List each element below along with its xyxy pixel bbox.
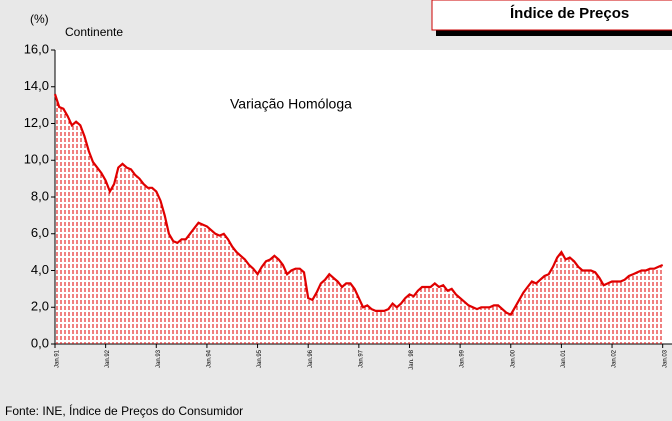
y-tick-label: 14,0: [24, 78, 49, 93]
y-tick-label: 10,0: [24, 152, 49, 167]
y-tick-label: 0,0: [31, 335, 49, 350]
y-tick-label: 2,0: [31, 299, 49, 314]
annotation: Variação Homóloga: [230, 96, 352, 112]
x-tick-label: Jan.95: [257, 349, 263, 368]
x-tick-label: Jan.92: [105, 349, 111, 368]
x-tick-label: Jan.03: [662, 349, 668, 368]
x-tick-label: Jan.94: [206, 349, 212, 368]
title-box: [431, 0, 672, 31]
x-tick-label: Jan.01: [561, 349, 567, 368]
y-tick-label: 16,0: [24, 41, 49, 56]
plot: 0,0 2,0 4,0 6,0 8,0 10,0 12,0 14,0 16,0 Jan.91 Jan…: [24, 41, 672, 370]
x-tick-label: Jan.99: [460, 349, 466, 368]
source: Fonte: INE, Índice de Preços do Consumid…: [5, 403, 243, 418]
line: [53, 93, 664, 316]
x-tick-label: Jan.96: [308, 349, 314, 368]
x-tick-label: Jan.93: [156, 349, 162, 368]
y-tick-label: 4,0: [31, 262, 49, 277]
y-tick-label: 8,0: [31, 188, 49, 203]
y-tick-label: 12,0: [24, 115, 49, 130]
x-tick-label: Jan.00: [510, 349, 516, 368]
subtitle: Continente: [65, 25, 123, 39]
x-tick-label: Jan. 98: [409, 349, 415, 369]
x-tick-label: Jan.91: [55, 349, 61, 368]
x-tick-label: Jan.02: [612, 349, 618, 368]
x-tick-label: Jan.97: [358, 349, 364, 368]
area: [55, 94, 663, 344]
chart-title: Índice de Preços: [510, 5, 629, 22]
y-unit: (%): [30, 12, 49, 26]
y-tick-label: 6,0: [31, 225, 49, 240]
